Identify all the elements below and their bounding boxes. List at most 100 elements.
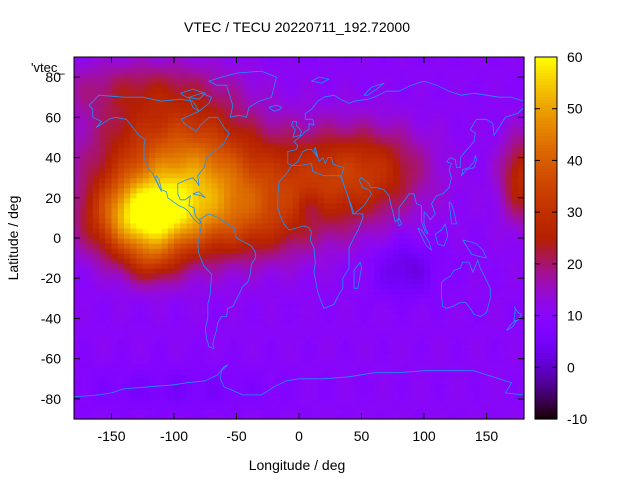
heatmap-cell-4181 (105, 122, 113, 128)
heatmap-cell-1202 (386, 333, 394, 340)
heatmap-cell-4085 (405, 132, 413, 139)
heatmap-cell-1919 (367, 283, 375, 289)
heatmap-cell-1965 (205, 278, 213, 284)
heatmap-cell-477 (355, 383, 363, 390)
heatmap-cell-1406 (311, 318, 319, 325)
heatmap-cell-2707 (342, 227, 350, 234)
heatmap-cell-2279 (367, 258, 375, 264)
heatmap-cell-4454 (461, 107, 469, 113)
heatmap-cell-4050 (186, 132, 194, 139)
heatmap-cell-2757 (205, 222, 213, 229)
heatmap-cell-2385 (130, 248, 138, 254)
heatmap-cell-2277 (355, 258, 363, 264)
heatmap-cell-2130 (336, 268, 344, 274)
heatmap-cell-625 (380, 373, 388, 380)
heatmap-cell-4114 (136, 127, 144, 134)
heatmap-cell-2949 (505, 212, 513, 219)
heatmap-cell-4453 (455, 107, 463, 113)
heatmap-cell-2137 (380, 268, 388, 274)
heatmap-cell-2964 (149, 207, 156, 214)
heatmap-cell-3018 (486, 207, 494, 214)
heatmap-cell-3982 (211, 137, 219, 144)
heatmap-cell-1267 (342, 328, 350, 335)
heatmap-cell-3655 (417, 162, 425, 169)
heatmap-cell-1405 (305, 318, 313, 325)
heatmap-cell-459 (242, 383, 250, 390)
heatmap-cell-1312 (174, 323, 181, 330)
heatmap-cell-4637 (255, 92, 263, 98)
heatmap-cell-2711 (367, 227, 375, 234)
heatmap-cell-637 (455, 373, 463, 380)
heatmap-cell-4265 (180, 117, 188, 123)
heatmap-cell-4729 (380, 87, 388, 93)
heatmap-cell-1351 (417, 323, 425, 330)
heatmap-cell-3749 (105, 152, 113, 159)
heatmap-cell-4768 (174, 82, 181, 88)
heatmap-cell-954 (186, 348, 194, 355)
heatmap-cell-3747 (92, 152, 100, 159)
heatmap-cell-3914 (236, 142, 244, 149)
heatmap-cell-405 (355, 388, 363, 395)
heatmap-cell-4945 (380, 72, 388, 78)
heatmap-cell-511 (117, 378, 125, 385)
heatmap-cell-2440 (474, 248, 481, 254)
heatmap-cell-932 (499, 353, 506, 360)
heatmap-cell-3889 (80, 142, 88, 149)
heatmap-cell-2614 (211, 232, 219, 239)
heatmap-cell-1983 (317, 278, 325, 284)
heatmap-cell-1947 (92, 278, 100, 284)
heatmap-cell-3391 (117, 177, 125, 184)
heatmap-cell-3387 (92, 177, 100, 184)
heatmap-cell-4209 (280, 122, 288, 128)
heatmap-cell-4370 (386, 112, 394, 118)
heatmap-cell-4647 (317, 92, 325, 98)
heatmap-cell-2432 (424, 248, 431, 254)
heatmap-cell-517 (155, 378, 163, 385)
heatmap-cell-3303 (467, 187, 475, 194)
heatmap-cell-4203 (242, 122, 250, 128)
heatmap-cell-2319 (167, 253, 175, 259)
heatmap-cell-3419 (292, 177, 300, 184)
heatmap-cell-3383 (517, 182, 525, 189)
heatmap-cell-2341 (305, 253, 313, 259)
heatmap-cell-699 (392, 368, 400, 375)
heatmap-cell-1586 (86, 303, 94, 309)
heatmap-cell-1832 (274, 288, 281, 294)
heatmap-cell-4874 (386, 77, 394, 83)
heatmap-cell-4857 (280, 77, 288, 83)
heatmap-cell-31 (267, 413, 275, 420)
heatmap-cell-1616 (274, 303, 281, 309)
heatmap-cell-2666 (86, 227, 94, 234)
heatmap-cell-383 (217, 388, 225, 395)
heatmap-cell-1058 (386, 343, 394, 350)
heatmap-cell-319 (267, 393, 275, 400)
heatmap-cell-385 (230, 388, 238, 395)
heatmap-cell-911 (367, 353, 375, 360)
heatmap-cell-345 (430, 393, 438, 400)
heatmap-cell-388 (249, 388, 256, 395)
heatmap-cell-1141 (455, 338, 463, 345)
heatmap-cell-4263 (167, 117, 175, 123)
heatmap-cell-4310 (461, 117, 469, 123)
heatmap-cell-2091 (92, 268, 100, 274)
heatmap-cell-2576 (424, 238, 431, 244)
heatmap-cell-838 (361, 358, 369, 365)
heatmap-cell-4397 (105, 107, 113, 113)
heatmap-cell-1995 (392, 278, 400, 284)
heatmap-cell-4252 (99, 117, 106, 123)
heatmap-cell-703 (417, 368, 425, 375)
heatmap-cell-690 (336, 368, 344, 375)
heatmap-cell-2304 (74, 253, 81, 259)
heatmap-cell-3181 (155, 192, 163, 199)
heatmap-cell-4651 (342, 92, 350, 98)
heatmap-cell-4438 (361, 107, 369, 113)
heatmap-cell-3010 (436, 207, 444, 214)
heatmap-cell-4088 (424, 132, 431, 139)
heatmap-cell-1674 (186, 298, 194, 304)
heatmap-cell-1912 (324, 283, 331, 289)
heatmap-cell-4552 (174, 97, 181, 103)
heatmap-cell-962 (236, 348, 244, 355)
heatmap-cell-818 (236, 358, 244, 365)
heatmap-cell-106 (286, 408, 294, 415)
heatmap-cell-16 (174, 413, 181, 420)
